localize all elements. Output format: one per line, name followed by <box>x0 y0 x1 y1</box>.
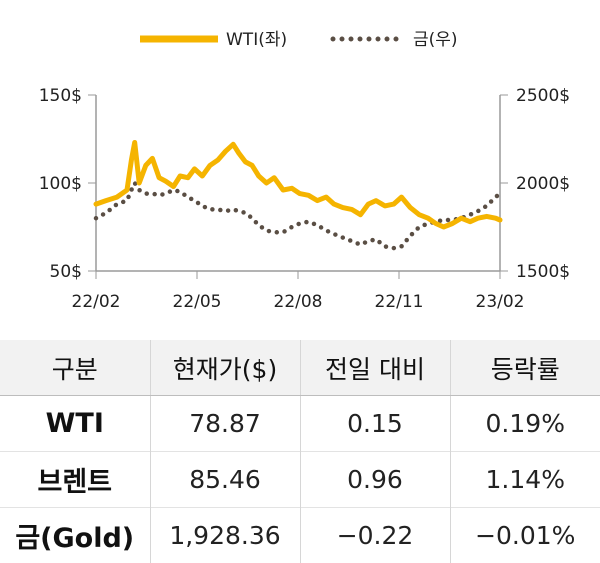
chart-legend: WTI(좌) 금(우) <box>140 30 458 50</box>
header-change: 전일 대비 <box>300 340 450 396</box>
x-tick-label: 22/02 <box>72 292 121 312</box>
price-table: 구분 현재가($) 전일 대비 등락률 WTI 78.87 0.15 0.19%… <box>0 340 600 563</box>
series-layer <box>96 143 500 249</box>
legend-label-gold: 금(우) <box>413 30 458 50</box>
left-tick-label: 150$ <box>39 86 82 106</box>
right-tick-label: 2500$ <box>516 86 570 106</box>
left-tick-labels: 150$ 100$ 50$ <box>39 86 82 282</box>
x-tick-label: 22/08 <box>274 292 323 312</box>
current-price-cell: 1,928.36 <box>150 508 300 563</box>
header-current-price: 현재가($) <box>150 340 300 396</box>
change-cell: −0.22 <box>300 508 450 563</box>
change-cell: 0.96 <box>300 452 450 508</box>
left-tick-label: 50$ <box>50 262 82 282</box>
current-price-cell: 85.46 <box>150 452 300 508</box>
change-rate-cell: −0.01% <box>450 508 600 563</box>
axes <box>88 95 508 279</box>
row-label: 금(Gold) <box>0 508 150 563</box>
price-chart: WTI(좌) 금(우) 150$ 100$ 50$ 2500$ 2000$ 15… <box>0 0 600 330</box>
right-tick-label: 1500$ <box>516 262 570 282</box>
table-row: WTI 78.87 0.15 0.19% <box>0 396 600 452</box>
row-label: 브렌트 <box>0 452 150 508</box>
left-tick-label: 100$ <box>39 174 82 194</box>
change-rate-cell: 1.14% <box>450 452 600 508</box>
table-row: 브렌트 85.46 0.96 1.14% <box>0 452 600 508</box>
header-category: 구분 <box>0 340 150 396</box>
header-change-rate: 등락률 <box>450 340 600 396</box>
right-tick-label: 2000$ <box>516 174 570 194</box>
table-row: 금(Gold) 1,928.36 −0.22 −0.01% <box>0 508 600 563</box>
row-label: WTI <box>0 396 150 452</box>
current-price-cell: 78.87 <box>150 396 300 452</box>
x-tick-labels: 22/02 22/05 22/08 22/11 23/02 <box>72 292 525 312</box>
x-tick-label: 22/11 <box>375 292 424 312</box>
right-tick-labels: 2500$ 2000$ 1500$ <box>516 86 570 282</box>
x-tick-label: 23/02 <box>476 292 525 312</box>
change-rate-cell: 0.19% <box>450 396 600 452</box>
legend-label-wti: WTI(좌) <box>226 30 287 50</box>
wti-series-line <box>96 143 500 228</box>
table-header-row: 구분 현재가($) 전일 대비 등락률 <box>0 340 600 396</box>
change-cell: 0.15 <box>300 396 450 452</box>
x-tick-label: 22/05 <box>173 292 222 312</box>
